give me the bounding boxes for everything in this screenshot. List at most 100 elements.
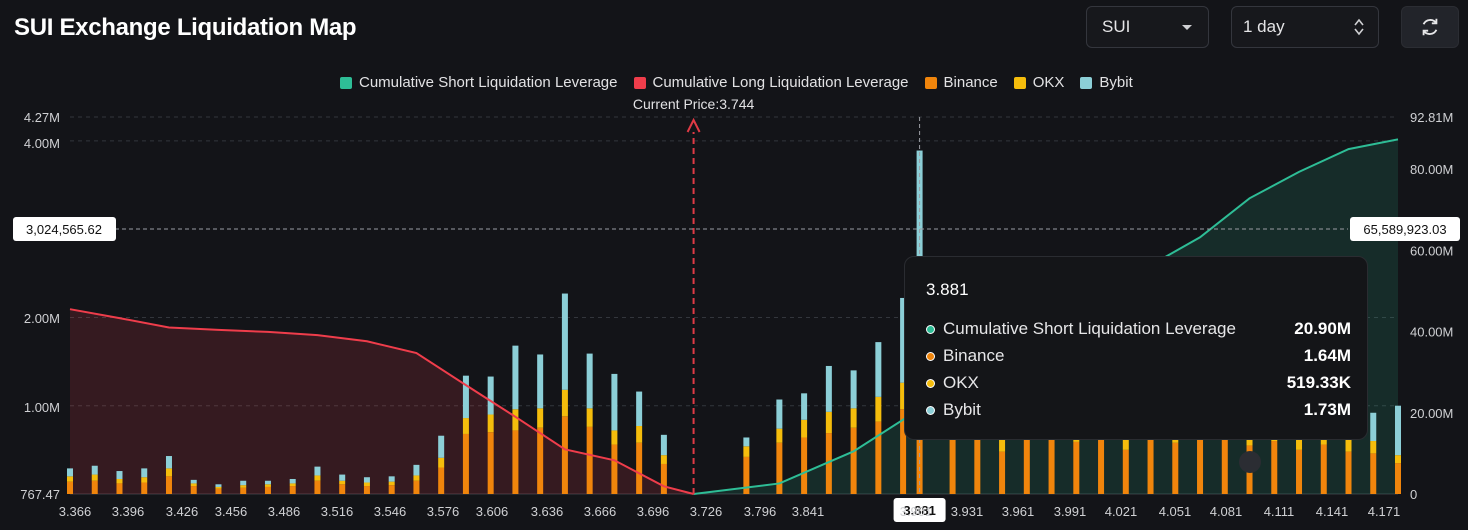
- bybit-bar: [314, 466, 321, 476]
- binance-bar: [900, 409, 907, 494]
- crosshair-left-box: [13, 217, 116, 241]
- refresh-button[interactable]: [1401, 6, 1459, 48]
- y-right-tick-label: 40.00M: [1410, 325, 1453, 340]
- binance-bar: [388, 485, 395, 494]
- bybit-bar: [264, 480, 271, 485]
- okx-bar: [438, 457, 445, 468]
- bybit-bar: [91, 465, 98, 475]
- binance-bar: [462, 433, 469, 494]
- binance-bar: [190, 486, 197, 494]
- time-range-value: 1 day: [1243, 17, 1285, 36]
- coinglass-logo-icon: [1239, 451, 1261, 473]
- x-tick-label: 3.636: [531, 504, 564, 519]
- okx-bar: [586, 408, 593, 427]
- okx-bar: [190, 483, 197, 487]
- x-tick-label: 4.051: [1159, 504, 1192, 519]
- bybit-bar: [289, 478, 296, 484]
- bybit-bar: [240, 480, 247, 486]
- time-range-select[interactable]: 1 day: [1231, 6, 1379, 48]
- binance-bar: [215, 488, 222, 494]
- legend-item[interactable]: Binance: [924, 74, 998, 91]
- y-right-tick-label: 60.00M: [1410, 243, 1453, 258]
- binance-bar: [264, 486, 271, 494]
- legend-item[interactable]: Bybit: [1080, 74, 1133, 91]
- legend-label: Binance: [943, 74, 998, 91]
- okx-bar: [825, 411, 832, 434]
- x-tick-label: 3.606: [476, 504, 509, 519]
- bybit-bar: [215, 484, 222, 487]
- legend-item[interactable]: OKX: [1013, 74, 1064, 91]
- tooltip-label: Cumulative Short Liquidation Leverage: [943, 319, 1236, 338]
- legend-item[interactable]: Cumulative Long Liquidation Leverage: [633, 74, 909, 91]
- bybit-bar: [561, 293, 568, 390]
- y-left-tick-label: 4.00M: [24, 136, 60, 151]
- binance-bar: [974, 432, 981, 494]
- bybit-bar: [1370, 412, 1377, 442]
- okx-bar: [636, 426, 643, 443]
- page-title: SUI Exchange Liquidation Map: [14, 14, 357, 41]
- bybit-bar: [660, 434, 667, 456]
- chevron-down-icon: [1182, 25, 1192, 30]
- tooltip-row: Cumulative Short Liquidation Leverage 20…: [926, 317, 1351, 341]
- binance-bar: [67, 481, 73, 494]
- okx-bar: [999, 438, 1006, 452]
- x-tick-label: 3.931: [951, 504, 984, 519]
- okx-bar: [875, 396, 882, 422]
- binance-bar: [314, 480, 321, 494]
- bybit-bar: [141, 468, 148, 478]
- binance-bar: [487, 432, 494, 494]
- y-left-tick-label: 767.47: [20, 487, 60, 502]
- okx-bar: [264, 484, 271, 487]
- binance-bar: [586, 426, 593, 494]
- x-tick-label: 3.366: [59, 504, 92, 519]
- x-tick-label: 3.726: [690, 504, 723, 519]
- legend-swatch: [340, 76, 352, 89]
- bybit-bar: [636, 391, 643, 427]
- refresh-icon: [1422, 18, 1438, 36]
- bybit-bar: [512, 345, 519, 410]
- binance-bar: [1172, 442, 1179, 494]
- binance-bar: [512, 430, 519, 494]
- legend-swatch: [1080, 76, 1093, 89]
- x-tick-label: 3.666: [584, 504, 617, 519]
- x-tick-label: 3.961: [1002, 504, 1035, 519]
- okx-bar: [801, 419, 808, 438]
- bybit-bar: [67, 468, 73, 477]
- binance-bar: [636, 442, 643, 494]
- legend-swatch: [1013, 76, 1026, 89]
- okx-bar: [462, 418, 469, 434]
- okx-bar: [487, 414, 494, 433]
- x-tick-label: 4.081: [1210, 504, 1243, 519]
- tooltip-price: 3.881: [926, 280, 969, 299]
- y-right-tick-label: 92.81M: [1410, 110, 1453, 125]
- okx-bar: [215, 486, 222, 489]
- okx-bar: [1370, 441, 1377, 454]
- binance-bar: [339, 484, 346, 494]
- bybit-bar: [388, 476, 395, 482]
- crosshair-right-box: [1350, 217, 1460, 241]
- y-right-tick-label: 80.00M: [1410, 162, 1453, 177]
- asset-select[interactable]: SUI: [1086, 6, 1209, 48]
- binance-bar: [850, 427, 857, 494]
- legend-item[interactable]: Cumulative Short Liquidation Leverage: [340, 74, 618, 91]
- binance-bar: [438, 467, 445, 494]
- y-left-tick-label: 1.00M: [24, 400, 60, 415]
- tooltip-value: 20.90M: [1294, 319, 1351, 338]
- bybit-bar: [537, 354, 544, 409]
- current-price-arrow: [686, 117, 701, 133]
- bybit-bar: [487, 376, 494, 415]
- okx-bar: [743, 446, 750, 457]
- x-tick-label: 3.516: [321, 504, 354, 519]
- binance-bar: [776, 442, 783, 494]
- bybit-bar: [586, 353, 593, 409]
- bybit-bar: [850, 370, 857, 409]
- binance-bar: [875, 421, 882, 494]
- x-tick-label: 3.841: [792, 504, 825, 519]
- y-left-tick-label: 2.00M: [24, 311, 60, 326]
- tooltip-swatch: [926, 378, 935, 388]
- x-tick-label: 3.796: [744, 504, 777, 519]
- binance-bar: [1395, 463, 1401, 494]
- binance-bar: [240, 487, 247, 494]
- bybit-bar: [916, 150, 923, 304]
- bybit-bar: [165, 456, 172, 469]
